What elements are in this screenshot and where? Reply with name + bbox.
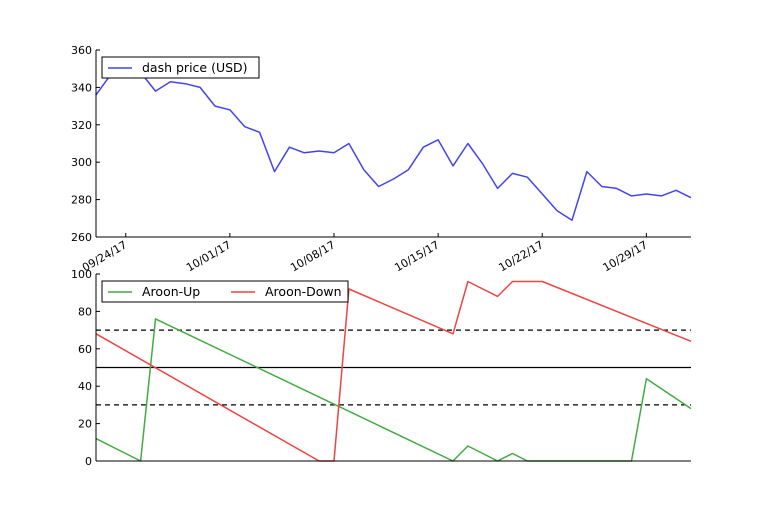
y-tick-label: 300 (71, 156, 92, 169)
x-tick-label: 10/15/17 (392, 238, 441, 274)
series-line-aroon-down (95, 280, 692, 462)
aroon-panel: 0 20 40 60 80 100 Aroon-Up Aroon-Down (71, 268, 692, 468)
y-tick-label: 340 (71, 81, 92, 94)
x-tick-label: 10/01/17 (184, 238, 233, 274)
legend: Aroon-Up Aroon-Down (101, 280, 349, 303)
y-tick-label: 0 (85, 455, 92, 468)
x-tick-label: 10/08/17 (288, 238, 337, 274)
legend: dash price (USD) (101, 56, 260, 79)
y-tick-label: 60 (78, 343, 92, 356)
y-tick-label: 40 (78, 380, 92, 393)
y-tick-label: 260 (71, 231, 92, 244)
y-tick-label: 20 (78, 418, 92, 431)
legend-label: Aroon-Up (142, 284, 200, 299)
y-tick-label: 320 (71, 119, 92, 132)
legend-box (101, 56, 260, 79)
legend-box (101, 280, 349, 303)
legend-label: Aroon-Down (265, 284, 342, 299)
y-tick-label: 360 (71, 44, 92, 57)
y-tick-label: 280 (71, 194, 92, 207)
series-line-aroon-up (95, 318, 692, 462)
y-tick-label: 80 (78, 305, 92, 318)
legend-label: dash price (USD) (142, 60, 248, 75)
y-tick-label: 100 (71, 268, 92, 281)
x-tick-label: 10/22/17 (496, 238, 545, 274)
x-tick-label: 10/29/17 (601, 238, 650, 274)
series-line-dash-price-usd (95, 69, 692, 221)
